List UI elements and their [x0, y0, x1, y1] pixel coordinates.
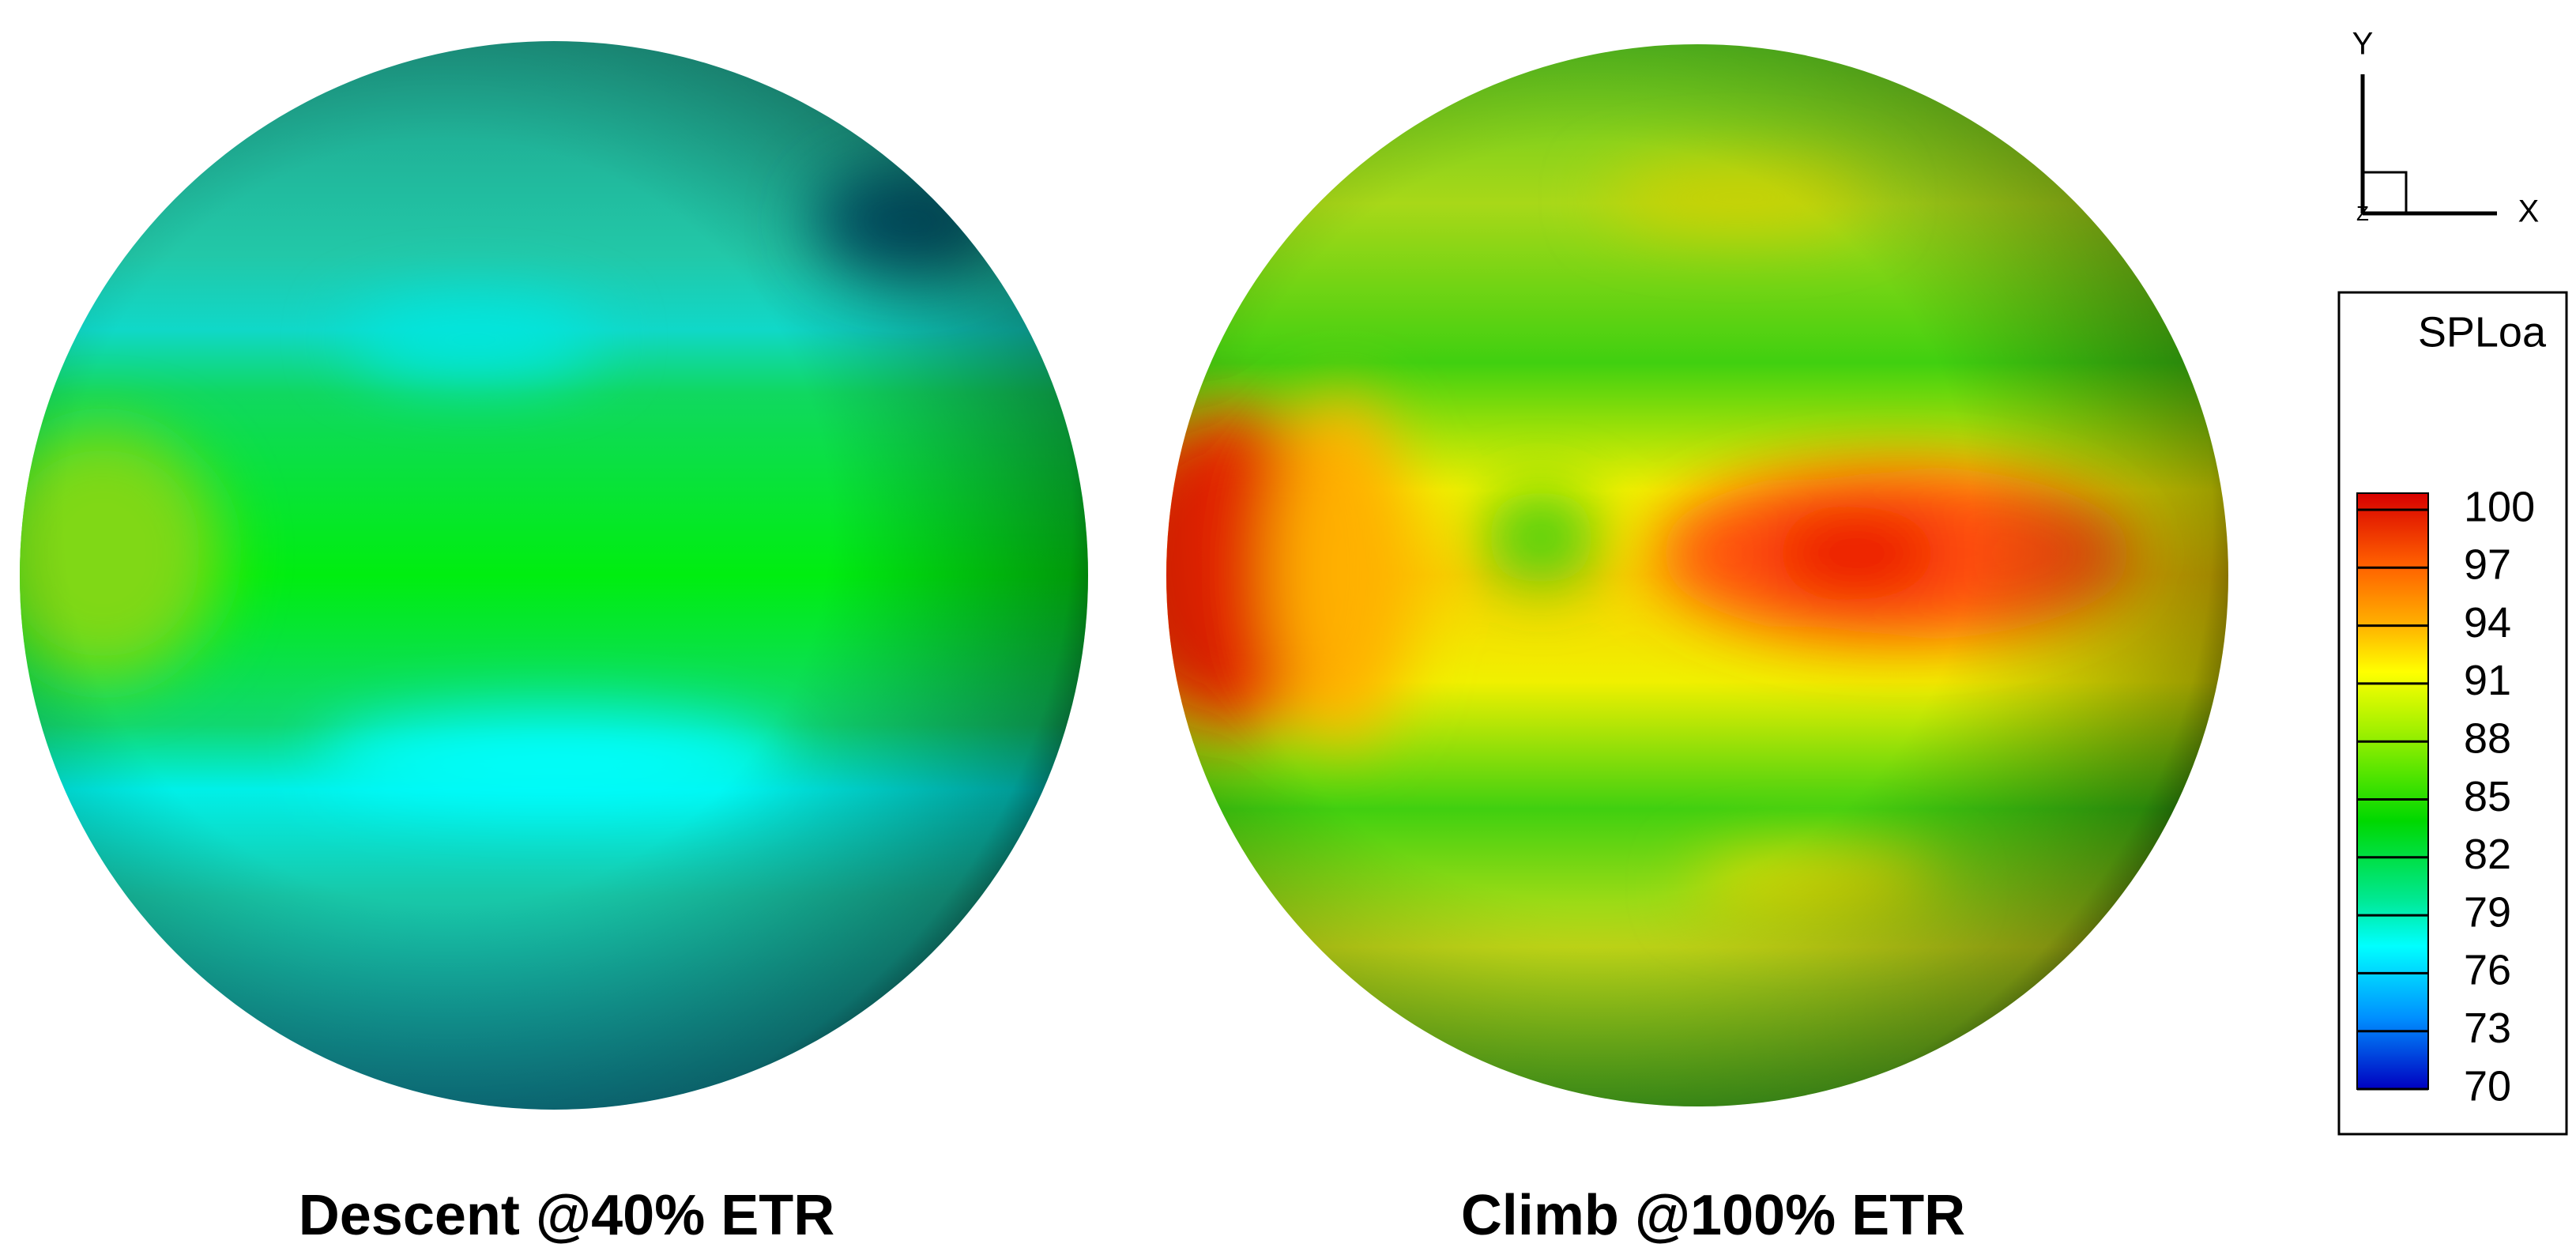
colorbar-label: 82: [2464, 831, 2511, 878]
panel-title: Climb @100% ETR: [1461, 1184, 1965, 1247]
axis-label: X: [2518, 194, 2540, 229]
colorbar-label: 85: [2464, 773, 2511, 820]
legend-title: SPLoa: [2418, 308, 2547, 356]
panel-title: Descent @40% ETR: [299, 1184, 834, 1247]
colorbar-label: 94: [2464, 599, 2511, 646]
colorbar-label: 100: [2464, 483, 2535, 530]
legend: SPLoa 100 97 94 91 88 85 82 79 76 73 70: [2337, 291, 2568, 1136]
axis-label: Z: [2356, 202, 2369, 225]
colorbar-label: 97: [2464, 541, 2511, 589]
colorbar-label: 76: [2464, 947, 2511, 994]
sphere-descent: Descent @40% ETR: [20, 41, 1088, 1247]
sphere-climb: Climb @100% ETR: [1166, 44, 2228, 1247]
colorbar-label: 79: [2464, 888, 2511, 936]
colorbar-label: 88: [2464, 714, 2511, 762]
colorbar-label: 70: [2464, 1062, 2511, 1110]
axis-label: Y: [2352, 27, 2374, 62]
colorbar-label: 73: [2464, 1005, 2511, 1052]
colorbar: [2356, 492, 2429, 1090]
colorbar-label: 91: [2464, 657, 2511, 704]
axis-triad: [2360, 74, 2497, 216]
